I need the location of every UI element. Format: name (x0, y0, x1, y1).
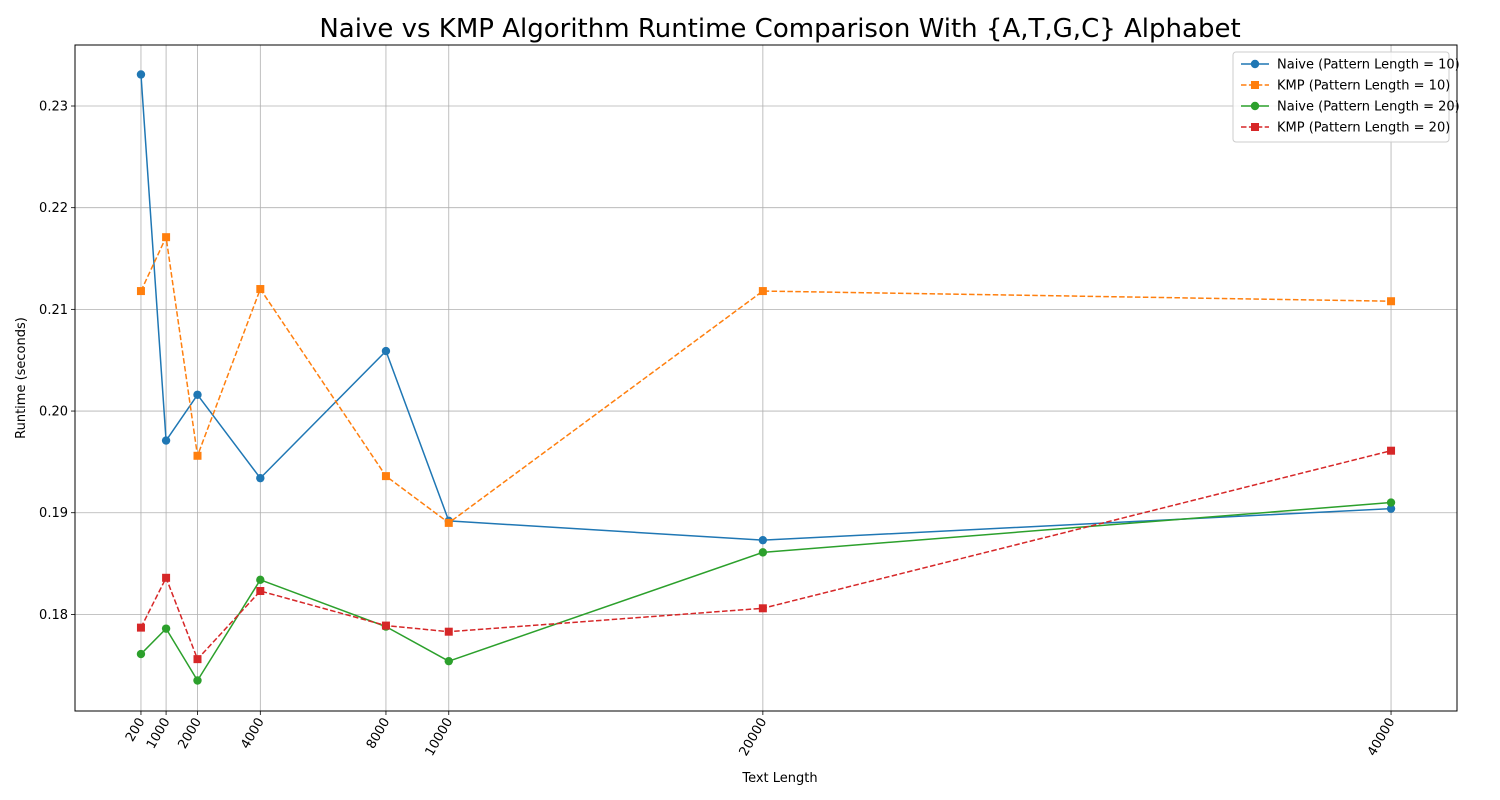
series-line (140, 236, 1392, 524)
y-tick-label: 0.18 (39, 608, 68, 623)
legend-marker (1250, 101, 1260, 111)
grid (75, 45, 1457, 711)
data-point (1386, 498, 1396, 507)
data-point (193, 390, 202, 399)
data-point (193, 451, 202, 460)
data-point (758, 287, 767, 296)
series-layer (136, 70, 1396, 685)
legend-label: Naive (Pattern Length = 10) (1277, 58, 1460, 73)
y-tick-label: 0.20 (39, 405, 68, 420)
data-point (193, 655, 202, 664)
data-point (162, 233, 171, 242)
chart-title: Naive vs KMP Algorithm Runtime Compariso… (319, 14, 1240, 44)
data-point (758, 548, 768, 557)
data-point (1387, 446, 1396, 455)
data-point (381, 472, 390, 481)
data-point (136, 70, 146, 79)
y-tick-label: 0.23 (39, 100, 68, 115)
data-point (444, 656, 453, 666)
legend-label: KMP (Pattern Length = 20) (1277, 121, 1450, 136)
y-axis-label: Runtime (seconds) (14, 317, 29, 439)
series-1 (136, 70, 1396, 545)
data-point (758, 535, 768, 545)
legend-label: KMP (Pattern Length = 10) (1277, 79, 1450, 94)
legend-marker (1251, 81, 1259, 89)
legend-label: Naive (Pattern Length = 20) (1277, 100, 1460, 115)
x-axis-label: Text Length (741, 771, 817, 786)
legend-item: KMP (Pattern Length = 10) (1241, 79, 1450, 94)
series-line (140, 74, 1392, 541)
data-point (1386, 504, 1396, 513)
data-point (161, 436, 171, 445)
legend-item: Naive (Pattern Length = 20) (1241, 100, 1460, 115)
legend-item: KMP (Pattern Length = 20) (1241, 121, 1450, 136)
data-point (136, 287, 145, 296)
data-point (381, 346, 391, 356)
legend-item: Naive (Pattern Length = 10) (1241, 58, 1460, 73)
y-tick-label: 0.22 (39, 201, 68, 216)
series-2 (136, 233, 1396, 527)
legend-marker (1251, 123, 1259, 131)
data-point (256, 473, 265, 483)
data-point (444, 627, 453, 636)
series-line (140, 501, 1392, 682)
data-point (1387, 297, 1396, 306)
y-axis-ticks: 0.18 0.19 0.20 0.21 0.22 0.23 (39, 100, 75, 623)
data-point (256, 575, 265, 585)
data-point (381, 621, 390, 630)
plot-area-frame (74, 44, 1458, 712)
y-tick-label: 0.19 (39, 506, 68, 521)
legend-box (1232, 51, 1450, 143)
data-point (193, 676, 202, 685)
y-tick-label: 0.21 (39, 303, 68, 318)
data-point (161, 624, 171, 633)
series-3 (136, 498, 1396, 685)
series-line (140, 449, 1392, 660)
data-point (758, 604, 767, 613)
series-4 (136, 446, 1396, 664)
legend-marker (1250, 59, 1260, 69)
data-point (256, 587, 265, 596)
data-point (256, 285, 265, 294)
legend: Naive (Pattern Length = 10) KMP (Pattern … (1232, 51, 1460, 143)
data-point (444, 518, 453, 527)
data-point (162, 573, 171, 582)
data-point (136, 623, 145, 632)
data-point (136, 649, 146, 659)
